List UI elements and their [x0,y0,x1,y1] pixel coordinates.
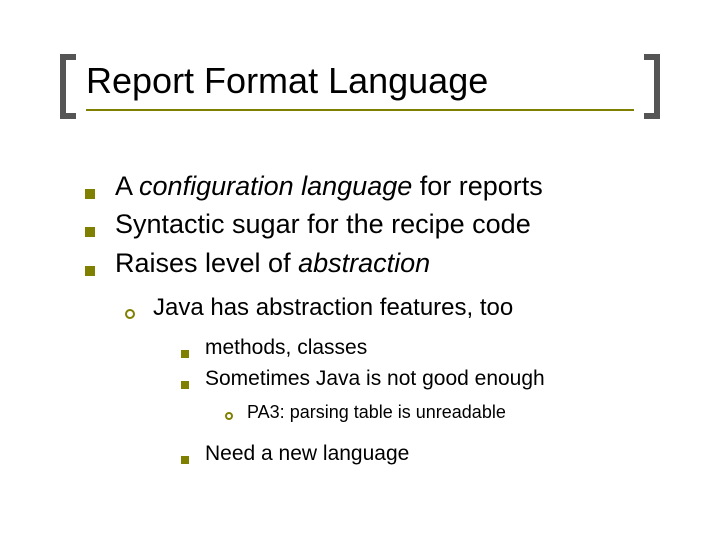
bullet-lvl3: methods, classes [181,333,680,362]
bullet-lvl4: PA3: parsing table is unreadable [225,400,680,425]
title-underline [86,109,634,111]
square-bullet-icon [181,456,189,464]
square-bullet-icon [181,381,189,389]
square-bullet-icon [181,350,189,358]
bullet-lvl1: A configuration language for reports [85,168,680,204]
square-bullet-icon [85,189,95,199]
lvl3-group: Need a new language [181,439,680,468]
text-part: for reports [412,171,543,201]
circle-bullet-icon [225,412,233,420]
circle-bullet-icon [125,309,135,319]
bullet-text: Java has abstraction features, too [153,291,513,325]
lvl4-group: PA3: parsing table is unreadable [225,400,680,425]
bullet-lvl3: Sometimes Java is not good enough [181,364,680,393]
title-region: Report Format Language [60,54,660,119]
square-bullet-icon [85,266,95,276]
bullet-lvl3: Need a new language [181,439,680,468]
bullet-text: PA3: parsing table is unreadable [247,400,506,425]
bullet-lvl1: Raises level of abstraction [85,245,680,281]
bracket-left [60,54,76,119]
bullet-text: Sometimes Java is not good enough [205,364,545,393]
bullet-text: A configuration language for reports [115,168,543,204]
bracket-right [644,54,660,119]
slide-title: Report Format Language [86,60,634,101]
bullet-lvl2: Java has abstraction features, too [125,291,680,325]
lvl3-group: methods, classes Sometimes Java is not g… [181,333,680,425]
square-bullet-icon [85,227,95,237]
text-part: Raises level of [115,248,298,278]
text-part: A [115,171,139,201]
slide-body: A configuration language for reports Syn… [85,168,680,470]
bullet-text: Syntactic sugar for the recipe code [115,206,531,242]
text-italic: abstraction [298,248,430,278]
bullet-text: methods, classes [205,333,367,362]
text-italic: configuration language [139,171,412,201]
lvl2-group: Java has abstraction features, too metho… [125,291,680,468]
bullet-text: Need a new language [205,439,409,468]
bullet-text: Raises level of abstraction [115,245,430,281]
title-inner: Report Format Language [86,54,634,119]
bullet-lvl1: Syntactic sugar for the recipe code [85,206,680,242]
